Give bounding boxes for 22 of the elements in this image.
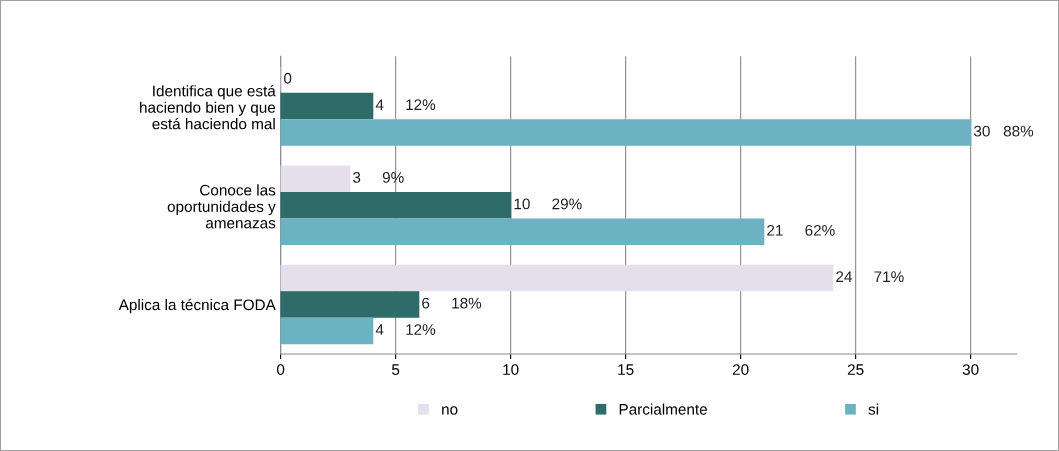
data-label: 10 29% — [514, 198, 582, 210]
x-tick-label: 5 — [392, 364, 400, 375]
data-label: 4 12% — [375, 324, 436, 335]
x-tick-label: 15 — [618, 364, 634, 375]
y-tick-label: Identifica que está haciendo bien y que está haciendo mal — [140, 85, 276, 130]
x-tick-label: 20 — [732, 364, 749, 375]
data-label: 21 62% — [767, 224, 835, 236]
x-tick-label: 30 — [962, 364, 979, 375]
data-label: 0 — [284, 72, 292, 84]
y-tick-label: Conoce las oportunidades y amenazas — [167, 184, 276, 229]
legend-label: Parcialmente — [619, 403, 707, 415]
data-label: 6 18% — [422, 297, 482, 309]
data-label: 3 9% — [353, 172, 404, 183]
legend-label: no — [442, 406, 458, 415]
data-label: 30 88% — [974, 125, 1034, 137]
data-label: 4 12% — [375, 99, 436, 111]
y-tick-label: Aplica la técnica FODA — [118, 298, 276, 314]
legend-label: si — [868, 403, 879, 415]
data-label: 24 71% — [836, 271, 904, 283]
x-tick-label: 0 — [276, 364, 285, 375]
x-tick-label: 10 — [503, 364, 519, 375]
x-tick-label: 25 — [847, 364, 864, 375]
